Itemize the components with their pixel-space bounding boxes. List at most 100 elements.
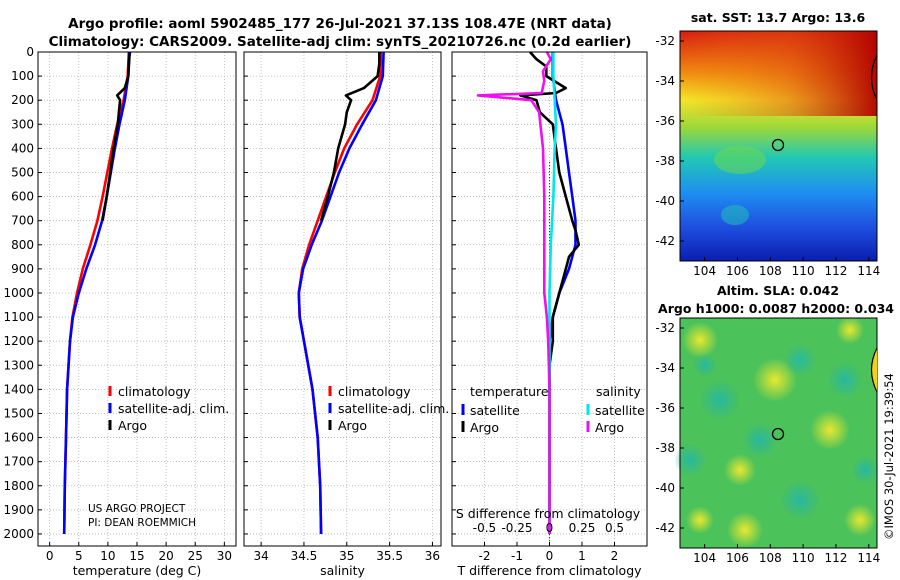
plot-frame [37, 51, 237, 547]
y-tick-label: 1400 [3, 382, 34, 396]
y-tick-label: 1100 [3, 310, 34, 324]
map-y-tick-label: -42 [655, 234, 675, 248]
sla-anomaly-blob [851, 456, 879, 484]
map-y-tick-label: -40 [655, 194, 675, 208]
x-tick-label: -1 [511, 549, 523, 563]
series-line [297, 51, 385, 535]
y-tick-label: 800 [11, 238, 34, 252]
x-tick-label: 5 [75, 549, 83, 563]
sla-map-edge-contour [870, 347, 878, 393]
map-x-tick-label: 108 [759, 264, 782, 278]
map-y-tick-label: -38 [655, 154, 675, 168]
sla-anomaly-blob [742, 422, 778, 458]
plot-frame [451, 51, 648, 547]
map-x-tick-label: 110 [792, 551, 815, 565]
x-tick-label: 0 [46, 549, 54, 563]
temperature-panel: 0 5 10 15 20 25 30 temperature (deg C) 0 100 200 30… [3, 45, 237, 578]
sla-map-title-line2: Argo h1000: 0.0087 h2000: 0.034 [658, 301, 894, 316]
map-x-tick-label: 106 [726, 264, 749, 278]
pi-label: PI: DEAN ROEMMICH [88, 517, 196, 529]
legend-label: Argo [595, 420, 624, 435]
salinity-panel: 34 34.5 35 35.5 36 salinity climatology satelli… [243, 51, 449, 578]
map-x-tick-label: 106 [726, 551, 749, 565]
sla-map-features [674, 316, 879, 548]
map-y-tick-label: -36 [655, 114, 675, 128]
sla-anomaly-blob [724, 454, 756, 486]
series-line [101, 51, 132, 221]
map-y-tick-label: -38 [655, 441, 675, 455]
map-x-tick-label: 112 [825, 551, 848, 565]
sla-anomaly-blob [844, 504, 876, 536]
x-tick-label: 34.5 [291, 549, 318, 563]
x-tick-label: 30 [217, 549, 232, 563]
x-axis-label: T difference from climatology [456, 563, 642, 578]
x2-tick-label: 0 [546, 521, 554, 535]
legend-label: satellite [470, 403, 520, 418]
sst-map-float-marker [771, 138, 785, 152]
legend-label: Argo [338, 418, 367, 433]
y-tick-label: 500 [11, 165, 34, 179]
sst-map: sat. SST: 13.7 Argo: 13.6 104 106 108 110 11… [655, 10, 880, 278]
x-tick-label: -2 [479, 549, 491, 563]
y-tick-label: 0 [26, 45, 34, 59]
x-tick-label: 36 [425, 549, 440, 563]
sla-anomaly-blob [686, 506, 714, 534]
x-tick-label: 10 [100, 549, 115, 563]
sla-anomaly-blob [674, 444, 706, 476]
map-y-tick-label: -42 [655, 521, 675, 535]
y-tick-label: 1900 [3, 503, 34, 517]
difference-panel: -2 -1 0 1 2T difference from climatology temp… [451, 51, 648, 578]
series-line [319, 52, 381, 222]
series-line [62, 51, 131, 535]
y-tick-label: 1300 [3, 358, 34, 372]
sla-map-title-line1: Altim. SLA: 0.042 [717, 283, 839, 298]
y-tick-label: 1700 [3, 455, 34, 469]
y-tick-label: 1500 [3, 406, 34, 420]
sla-anomaly-blob [682, 322, 718, 358]
sst-map-ticks: 104 106 108 110 112 114 -32 -34 -36 -38 -40 -42 [655, 34, 880, 278]
map-x-tick-label: 110 [792, 264, 815, 278]
x-tick-label: 15 [129, 549, 144, 563]
sla-anomaly-blob [827, 362, 863, 398]
legend-label: satellite-adj. clim. [338, 401, 449, 416]
map-x-tick-label: 112 [825, 264, 848, 278]
sla-anomaly-blob [836, 316, 864, 344]
sst-map-warm-eddy [714, 146, 766, 174]
x-tick-label: 0 [546, 549, 554, 563]
figure-title-line2: Climatology: CARS2009. Satellite-adj cli… [49, 34, 632, 50]
series-line [476, 51, 553, 534]
y-tick-label: 2000 [3, 527, 34, 541]
map-y-tick-label: -32 [655, 321, 675, 335]
legend-label: climatology [118, 384, 191, 399]
x2-tick-label: 0.25 [569, 521, 596, 535]
x-tick-label: 1 [578, 549, 586, 563]
sla-anomaly-blob [810, 410, 850, 450]
y-tick-label: 600 [11, 190, 34, 204]
sla-anomaly-blob [784, 344, 816, 376]
map-y-tick-label: -34 [655, 74, 675, 88]
legend-label: satellite [595, 403, 645, 418]
sla-anomaly-blob [780, 480, 820, 520]
y-tick-label: 1000 [3, 286, 34, 300]
y-tick-label: 300 [11, 117, 34, 131]
x-tick-label: 35 [339, 549, 354, 563]
x-axis-label: temperature (deg C) [73, 563, 202, 578]
legend-label: Argo [470, 420, 499, 435]
x2-tick-label: -0.25 [501, 521, 532, 535]
map-x-tick-label: 114 [857, 551, 880, 565]
sst-map-frame [679, 30, 878, 262]
map-x-tick-label: 104 [693, 551, 716, 565]
sla-map-float-marker [771, 427, 785, 441]
plot-frame [243, 51, 442, 547]
sla-map-frame [679, 317, 878, 549]
plot-area [244, 52, 441, 546]
sla-anomaly-blob [693, 353, 717, 377]
map-x-tick-label: 114 [857, 264, 880, 278]
map-x-tick-label: 108 [759, 551, 782, 565]
project-label: US ARGO PROJECT [88, 503, 186, 515]
y-tick-label: 1800 [3, 479, 34, 493]
y-tick-label: 900 [11, 262, 34, 276]
sla-map: Altim. SLA: 0.042 Argo h1000: 0.0087 h20… [655, 283, 894, 565]
imos-watermark: ©IMOS 30-Jul-2021 19:39:54 [882, 373, 896, 540]
